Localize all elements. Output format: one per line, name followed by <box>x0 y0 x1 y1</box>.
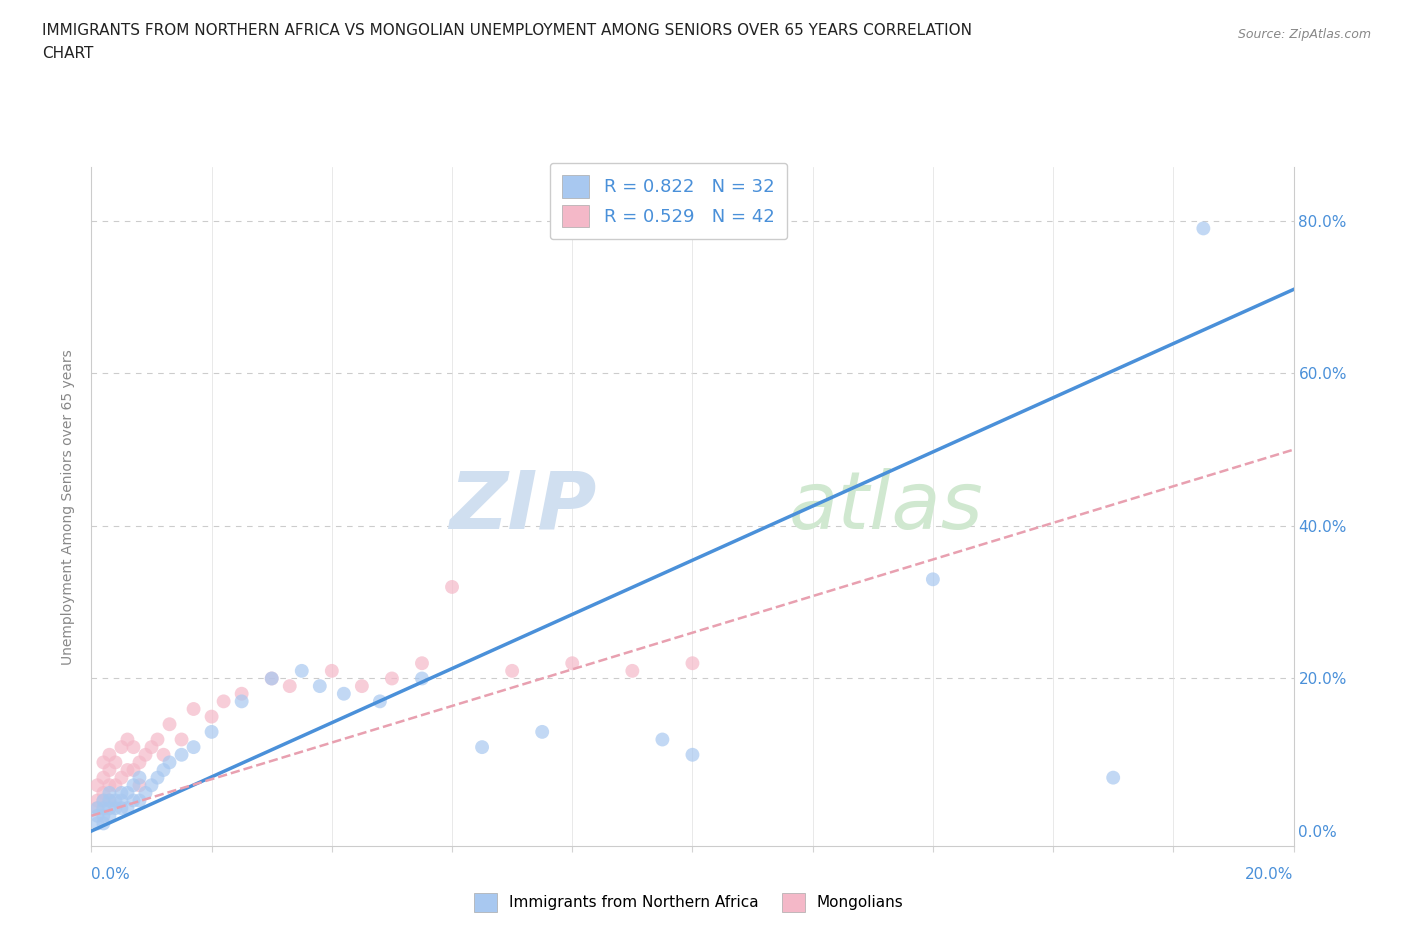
Point <box>231 694 253 709</box>
Point <box>278 679 301 694</box>
Text: IMMIGRANTS FROM NORTHERN AFRICA VS MONGOLIAN UNEMPLOYMENT AMONG SENIORS OVER 65 : IMMIGRANTS FROM NORTHERN AFRICA VS MONGO… <box>42 23 972 38</box>
Point <box>117 732 139 747</box>
Point <box>381 671 404 686</box>
Point <box>128 793 150 808</box>
Point <box>471 739 494 754</box>
Point <box>93 801 115 816</box>
Point <box>1102 770 1125 785</box>
Point <box>651 732 673 747</box>
Point <box>98 801 121 816</box>
Point <box>93 755 115 770</box>
Point <box>98 748 121 763</box>
Point <box>110 739 132 754</box>
Point <box>321 663 343 678</box>
Point <box>440 579 463 594</box>
Point <box>110 770 132 785</box>
Point <box>117 786 139 801</box>
Point <box>291 663 314 678</box>
Point <box>201 724 224 739</box>
Point <box>98 793 121 808</box>
Point <box>134 748 156 763</box>
Point <box>231 686 253 701</box>
Point <box>368 694 391 709</box>
Point <box>146 770 169 785</box>
Point <box>86 808 108 823</box>
Point <box>86 793 108 808</box>
Point <box>86 816 108 830</box>
Point <box>134 786 156 801</box>
Point <box>93 793 115 808</box>
Point <box>350 679 373 694</box>
Point <box>152 748 174 763</box>
Text: ZIP: ZIP <box>449 468 596 546</box>
Point <box>183 739 205 754</box>
Point <box>93 793 115 808</box>
Point <box>122 793 145 808</box>
Point <box>152 763 174 777</box>
Point <box>110 801 132 816</box>
Point <box>93 816 115 830</box>
Point <box>98 786 121 801</box>
Point <box>93 808 115 823</box>
Point <box>110 786 132 801</box>
Point <box>122 777 145 792</box>
Point <box>170 748 193 763</box>
Point <box>104 793 127 808</box>
Point <box>128 770 150 785</box>
Point <box>260 671 283 686</box>
Point <box>128 777 150 792</box>
Point <box>104 755 127 770</box>
Point <box>260 671 283 686</box>
Point <box>681 748 703 763</box>
Point <box>117 801 139 816</box>
Point <box>141 777 163 792</box>
Text: 0.0%: 0.0% <box>91 867 131 882</box>
Point <box>93 770 115 785</box>
Point <box>159 717 181 732</box>
Point <box>308 679 330 694</box>
Point <box>1192 221 1215 236</box>
Point <box>201 710 224 724</box>
Point <box>561 656 583 671</box>
Point <box>122 739 145 754</box>
Point <box>183 701 205 716</box>
Point <box>411 656 433 671</box>
Point <box>98 777 121 792</box>
Point <box>159 755 181 770</box>
Text: atlas: atlas <box>789 468 983 546</box>
Legend: Immigrants from Northern Africa, Mongolians: Immigrants from Northern Africa, Mongoli… <box>468 887 910 918</box>
Point <box>681 656 703 671</box>
Point <box>122 763 145 777</box>
Point <box>411 671 433 686</box>
Text: 20.0%: 20.0% <box>1246 867 1294 882</box>
Point <box>86 801 108 816</box>
Legend: R = 0.822   N = 32, R = 0.529   N = 42: R = 0.822 N = 32, R = 0.529 N = 42 <box>550 163 787 239</box>
Point <box>93 786 115 801</box>
Point <box>501 663 523 678</box>
Point <box>170 732 193 747</box>
Point <box>98 808 121 823</box>
Text: CHART: CHART <box>42 46 94 61</box>
Point <box>98 793 121 808</box>
Point <box>104 777 127 792</box>
Y-axis label: Unemployment Among Seniors over 65 years: Unemployment Among Seniors over 65 years <box>62 349 76 665</box>
Point <box>110 793 132 808</box>
Point <box>104 801 127 816</box>
Point <box>86 801 108 816</box>
Point <box>531 724 554 739</box>
Point <box>117 763 139 777</box>
Point <box>212 694 235 709</box>
Point <box>922 572 945 587</box>
Point <box>333 686 356 701</box>
Point <box>621 663 644 678</box>
Point <box>86 777 108 792</box>
Point <box>141 739 163 754</box>
Point <box>98 763 121 777</box>
Point <box>128 755 150 770</box>
Text: Source: ZipAtlas.com: Source: ZipAtlas.com <box>1237 28 1371 41</box>
Point <box>146 732 169 747</box>
